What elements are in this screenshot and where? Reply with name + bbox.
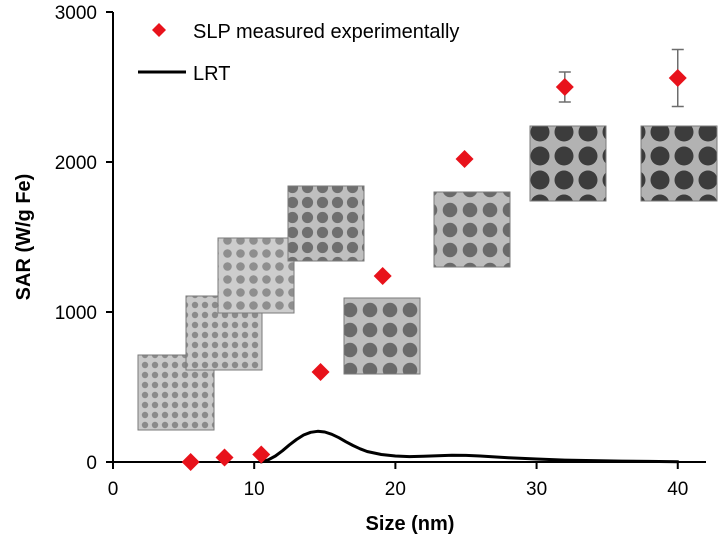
y-tick-label: 1000 <box>55 303 97 324</box>
slp-data-point <box>311 363 330 381</box>
legend-marker-diamond <box>152 23 166 37</box>
y-tick-label: 0 <box>86 453 97 474</box>
tem-inset-7 <box>529 125 607 202</box>
points-layer <box>181 69 687 471</box>
slp-data-point <box>215 448 234 467</box>
slp-data-point <box>455 150 474 168</box>
x-axis-label: Size (nm) <box>366 513 455 535</box>
y-tick-label: 3000 <box>55 3 97 24</box>
slp-data-point <box>181 453 200 471</box>
x-tick-label: 0 <box>108 479 119 500</box>
slp-data-point <box>252 445 271 464</box>
slp-data-point <box>373 267 392 285</box>
errorbar-layer <box>558 48 684 108</box>
legend-label-lrt: LRT <box>193 63 230 85</box>
x-ticks: 0 10 20 30 40 <box>108 462 688 500</box>
tem-inset-5 <box>343 297 421 375</box>
x-tick-label: 40 <box>667 479 688 500</box>
y-axis-label: SAR (W/g Fe) <box>13 174 35 301</box>
insets-layer <box>137 125 718 431</box>
tem-inset-4 <box>287 185 365 262</box>
lrt-series-line <box>259 429 680 464</box>
x-tick-label: 10 <box>244 479 265 500</box>
x-tick-label: 20 <box>385 479 406 500</box>
tem-inset-6 <box>433 191 511 268</box>
tem-inset-3 <box>217 237 295 314</box>
axes-layer: 0 1000 2000 3000 0 10 20 30 40 Size (nm) SAR (W… <box>13 3 706 535</box>
tem-inset-8 <box>640 125 718 202</box>
y-ticks: 0 1000 2000 3000 <box>55 3 113 474</box>
legend-label-slp: SLP measured experimentally <box>193 21 459 43</box>
slp-data-point <box>555 78 574 96</box>
y-tick-label: 2000 <box>55 153 97 174</box>
x-tick-label: 30 <box>526 479 547 500</box>
line-layer <box>259 429 680 464</box>
slp-data-point <box>668 69 687 87</box>
legend: SLP measured experimentally LRT <box>138 21 459 85</box>
